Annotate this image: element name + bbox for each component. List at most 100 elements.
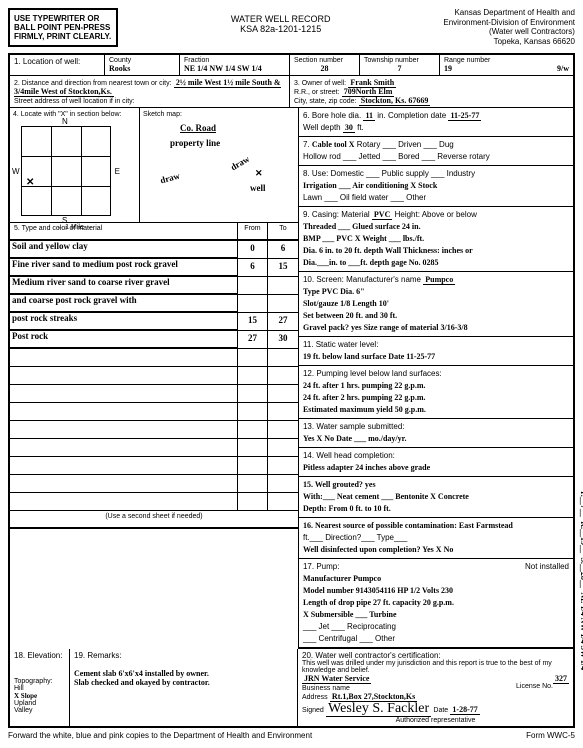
- mat-from-0: 0: [238, 241, 268, 258]
- range-label: Range number: [444, 57, 569, 64]
- section-label: Section number: [294, 57, 355, 64]
- s9-height: Height: Above or below: [395, 210, 477, 219]
- material-row-empty: [10, 403, 298, 421]
- s17-sub: X Submersible ___ Turbine: [303, 610, 397, 619]
- s6-ft: ft.: [357, 123, 364, 132]
- s8-l2: Irrigation ___ Air conditioning X Stock: [303, 181, 437, 190]
- distance-owner-row: 2. Distance and direction from nearest t…: [10, 76, 573, 108]
- page-footer: Forward the white, blue and pink copies …: [8, 731, 575, 740]
- s7-label: 7.: [303, 140, 310, 149]
- s20-signature: Wesley S. Fackler: [326, 701, 431, 717]
- s17-jet: ___ Jet ___ Reciprocating: [303, 622, 396, 631]
- two-column-layout: 4. Locate with "X" in section below: N S…: [10, 108, 573, 649]
- s17-man: Manufacturer Pumpco: [303, 574, 381, 583]
- s9-label: 9. Casing: Material: [303, 210, 370, 219]
- material-row: Fine river sand to medium post rock grav…: [10, 259, 298, 277]
- s17-pipe: Length of drop pipe 27 ft. capacity 20 g…: [303, 598, 454, 607]
- section-16: 16. Nearest source of possible contamina…: [299, 518, 573, 559]
- material-row-empty: [10, 493, 298, 511]
- township-label: Township number: [364, 57, 435, 64]
- sketch-road: Co. Road: [180, 123, 216, 133]
- s6-comp-label: in. Completion date: [377, 111, 446, 120]
- mat-to-1: 15: [268, 259, 298, 276]
- s12-l1: 24 ft. after 1 hrs. pumping 22 g.p.m.: [303, 381, 426, 390]
- mat-to-0: 6: [268, 241, 298, 258]
- s10-gravel: Gravel pack? yes Size range of material …: [303, 323, 468, 332]
- distance-label: 2. Distance and direction from nearest t…: [14, 80, 172, 87]
- s19-l1: Cement slab 6'x6'x4 installed by owner.: [74, 669, 293, 678]
- mat-to-2: [268, 277, 298, 294]
- material-row-empty: [10, 385, 298, 403]
- section-19: 19. Remarks: Cement slab 6'x6'x4 install…: [70, 649, 298, 726]
- section-20: 20. Water well contractor's certificatio…: [298, 649, 573, 726]
- s20-biz: JRN Water Service: [302, 674, 371, 684]
- mat-desc-1: Fine river sand to medium post rock grav…: [10, 259, 238, 276]
- s20-label: 20. Water well contractor's certificatio…: [302, 651, 569, 660]
- dept-line1: Kansas Department of Health and: [443, 8, 575, 18]
- township-value: 7: [364, 64, 435, 73]
- topo-valley: Valley: [14, 707, 65, 714]
- s9-dia: Dia. 6 in. to 20 ft. depth Wall Thicknes…: [303, 246, 473, 255]
- s7-rotary: Rotary ___ Driven ___ Dug: [357, 140, 454, 149]
- section-13: 13. Water sample submitted: Yes X No Dat…: [299, 419, 573, 448]
- main-form: 1. Location of well: County Rooks Fracti…: [8, 53, 575, 728]
- footer-text: Forward the white, blue and pink copies …: [8, 731, 312, 740]
- s20-lic-label: License No.: [516, 683, 553, 690]
- footer-form: Form WWC-5: [526, 731, 575, 740]
- section-17: 17. Pump: Not installed Manufacturer Pum…: [299, 559, 573, 649]
- owner-cell: 3. Owner of well: Frank Smith R.R., or s…: [290, 76, 573, 107]
- sketch-cell: Sketch map: Co. Road property line draw …: [140, 108, 298, 222]
- county-label: County: [109, 57, 175, 64]
- dept-line4: Topeka, Kansas 66620: [443, 37, 575, 47]
- mat-from-5: 27: [238, 331, 268, 348]
- s20-date: 1-28-77: [450, 705, 479, 715]
- section-9: 9. Casing: Material PVC Height: Above or…: [299, 207, 573, 272]
- material-row: Post rock 27 30: [10, 331, 298, 349]
- s14-label: 14. Well head completion:: [303, 451, 395, 460]
- owner-label: 3. Owner of well:: [294, 80, 346, 87]
- well-x: ✕: [255, 168, 263, 179]
- sketch-draw2: draw: [229, 154, 251, 173]
- s17-cent: ___ Centrifugal ___ Other: [303, 634, 395, 643]
- print-instruction-box: USE TYPEWRITER OR BALL POINT PEN-PRESS F…: [8, 8, 118, 47]
- section-grid: N S W E ✕: [21, 126, 111, 216]
- township-cell: Township number 7: [360, 55, 440, 75]
- section-value: 28: [294, 64, 355, 73]
- left-column: 4. Locate with "X" in section below: N S…: [10, 108, 299, 649]
- topo-label: Topography:: [14, 678, 65, 685]
- section-11: 11. Static water level: 19 ft. below lan…: [299, 337, 573, 366]
- sketch-label: Sketch map:: [143, 111, 295, 118]
- section-10: 10. Screen: Manufacturer's name Pumpco T…: [299, 272, 573, 337]
- title-line2: KSA 82a-1201-1215: [231, 24, 331, 34]
- s17-inst: Not installed: [525, 561, 569, 573]
- s7-hollow: Hollow rod ___ Jetted ___ Bored ___ Reve…: [303, 152, 490, 161]
- material-row: and coarse post rock gravel with: [10, 295, 298, 313]
- section-6: 6. Bore hole dia. 11 in. Completion date…: [299, 108, 573, 137]
- s9-dia2: Dia.___in. to ___ft. depth gage No. 0285: [303, 258, 439, 267]
- mat-desc-4: post rock streaks: [10, 313, 238, 330]
- s6-depth: 30: [343, 123, 355, 133]
- mat-from-4: 15: [238, 313, 268, 330]
- material-table: 5. Type and color of material From To So…: [10, 223, 298, 529]
- fraction-value: NE 1/4 NW 1/4 SW 1/4: [184, 64, 285, 73]
- material-row-empty: [10, 457, 298, 475]
- s16-dis: Well disinfected upon completion? Yes X …: [303, 545, 453, 554]
- s8-l1: Domestic ___ Public supply ___ Industry: [331, 169, 476, 178]
- s15-depth: Depth: From 0 ft. to 10 ft.: [303, 504, 391, 513]
- x-mark: ✕: [26, 177, 34, 188]
- second-sheet-row: (Use a second sheet if needed): [10, 511, 298, 529]
- s8-label: 8. Use:: [303, 169, 328, 178]
- mat-from-2: [238, 277, 268, 294]
- compass-n: N: [62, 117, 68, 126]
- location-row: 1. Location of well: County Rooks Fracti…: [10, 55, 573, 76]
- section-18: 18. Elevation: Topography: Hill X Slope …: [10, 649, 70, 726]
- s11-label: 11. Static water level:: [303, 340, 378, 349]
- compass-w: W: [12, 167, 20, 176]
- sketch-property: property line: [170, 138, 220, 148]
- s9-bmp: BMP ___ PVC X Weight ___ lbs./ft.: [303, 234, 424, 243]
- material-row-empty: [10, 421, 298, 439]
- mat-desc-5: Post rock: [10, 331, 238, 348]
- s16-label: 16. Nearest source of possible contamina…: [303, 521, 513, 530]
- street-label: Street address of well location if in ci…: [14, 98, 135, 105]
- material-row: Medium river sand to coarse river gravel: [10, 277, 298, 295]
